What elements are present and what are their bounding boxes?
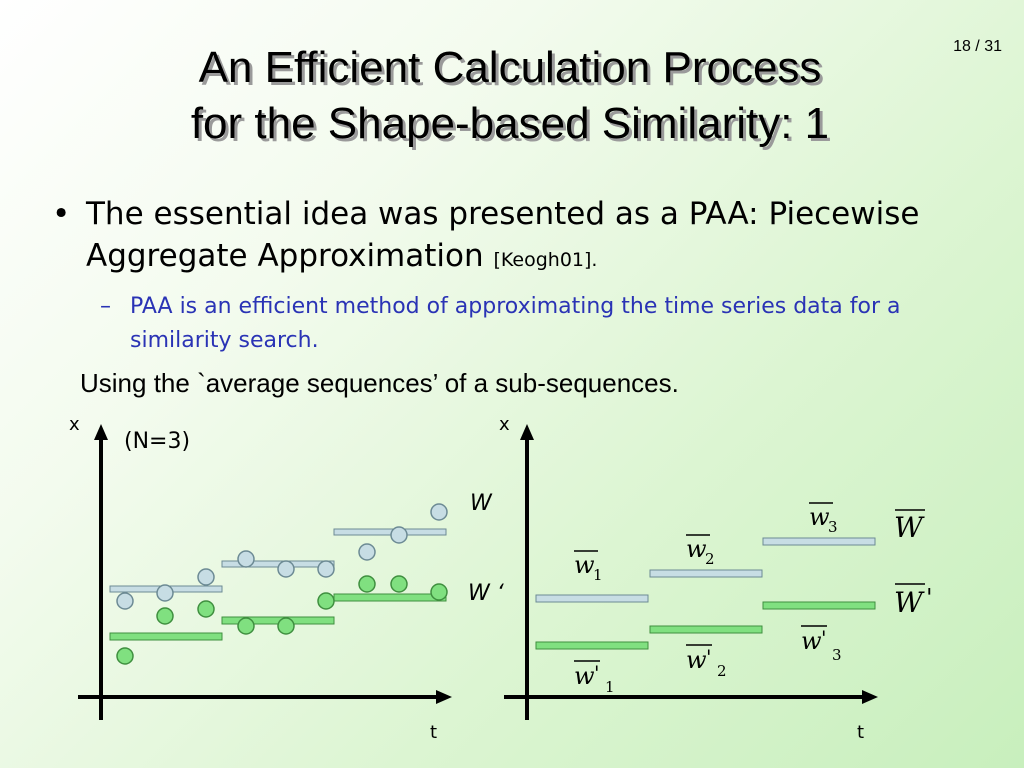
w-avg-bar-3 [762, 537, 876, 546]
w-prime-point [156, 607, 174, 625]
w-point [390, 526, 408, 544]
w-sub: 2 [705, 550, 715, 568]
w-point [197, 568, 215, 586]
slide-title: An Efficient Calculation Process for the… [90, 40, 930, 152]
w-symbol: w [686, 646, 707, 674]
caption: Using the `average sequences’ of a sub-s… [80, 368, 679, 398]
w-point [430, 503, 448, 521]
left-y-arrow [94, 424, 108, 440]
w-prime-point [116, 647, 134, 665]
title-line-2: for the Shape-based Similarity: 1 [190, 99, 830, 148]
prime-mark: ' [926, 584, 933, 612]
right-y-arrow [520, 424, 534, 440]
w-sub: 3 [828, 518, 838, 536]
right-t-label: t [857, 722, 864, 743]
subbullet-text: PAA is an efficient method of approximat… [130, 294, 901, 353]
prime-mark: ' [594, 661, 600, 685]
w-prime-point [390, 575, 408, 593]
w-symbol: w [574, 662, 595, 690]
subbullet-symbol: – [100, 294, 111, 319]
w-prime-bar-3-label: w ' 3 [801, 625, 842, 664]
bullet-main-text: The essential idea was presented as a PA… [86, 196, 920, 274]
big-w-bar-label: W [894, 509, 925, 544]
big-w-prime-symbol: W [894, 586, 925, 619]
left-x-arrow [436, 690, 452, 704]
w-prime-point [197, 600, 215, 618]
w-prime-bar-2-label: w ' 2 [686, 644, 727, 680]
w-prime-point [430, 583, 448, 601]
w-sub: 3 [832, 646, 842, 664]
w-symbol: w [574, 551, 595, 579]
w-symbol: w [686, 535, 707, 563]
w-prime-series-label: W ‘ [468, 581, 505, 606]
w-symbol: w [809, 503, 830, 531]
w-prime-segment-bar-3 [333, 593, 447, 602]
w-symbol: w [801, 627, 822, 655]
w-bar-1-label: w 1 [574, 550, 603, 584]
w-prime-segment-bar-1 [109, 632, 223, 641]
w-point [156, 584, 174, 602]
bullet-citation: [Keogh01]. [493, 249, 598, 271]
w-prime-point [237, 617, 255, 635]
w-point [237, 550, 255, 568]
w-avg-bar-2 [649, 569, 763, 578]
bullet-symbol: • [52, 196, 71, 232]
left-x-label: x [69, 414, 80, 435]
w-sub: 2 [717, 662, 727, 680]
n-label: (N=3) [124, 429, 190, 454]
w-sub: 1 [605, 678, 615, 696]
w-point [317, 560, 335, 578]
left-plot: x t (N=3) W W ‘ [69, 414, 505, 743]
w-sub: 1 [593, 566, 603, 584]
w-point [358, 543, 376, 561]
prime-mark: ' [821, 626, 827, 650]
main-bullet: • The essential idea was presented as a … [52, 193, 992, 281]
left-t-label: t [430, 722, 437, 743]
w-avg-bar-1 [535, 594, 649, 603]
w-series-label: W [470, 491, 493, 516]
w-prime-point [358, 575, 376, 593]
w-bar-3-label: w 3 [809, 502, 838, 536]
w-point [277, 560, 295, 578]
w-prime-bar-1-label: w ' 1 [574, 660, 615, 696]
w-segment-bar-3 [333, 528, 447, 536]
w-point [116, 592, 134, 610]
sub-bullet: – PAA is an efficient method of approxim… [100, 290, 920, 358]
w-bar-2-label: w 2 [686, 534, 715, 568]
title-line-1: An Efficient Calculation Process [198, 43, 822, 92]
w-prime-avg-bar-1 [535, 641, 649, 650]
page-number: 18 / 31 [953, 38, 1002, 55]
right-x-arrow [862, 690, 878, 704]
right-x-label: x [499, 414, 510, 435]
bullet-text: The essential idea was presented as a PA… [86, 193, 992, 281]
big-w-symbol: W [894, 511, 925, 544]
big-w-prime-bar-label: W ' [894, 583, 933, 619]
w-prime-avg-bar-3 [762, 601, 876, 610]
w-prime-point [317, 592, 335, 610]
prime-mark: ' [706, 645, 712, 669]
right-plot: x t w 1 w 2 w 3 W [499, 414, 933, 743]
w-prime-avg-bar-2 [649, 625, 763, 634]
w-prime-point [277, 617, 295, 635]
